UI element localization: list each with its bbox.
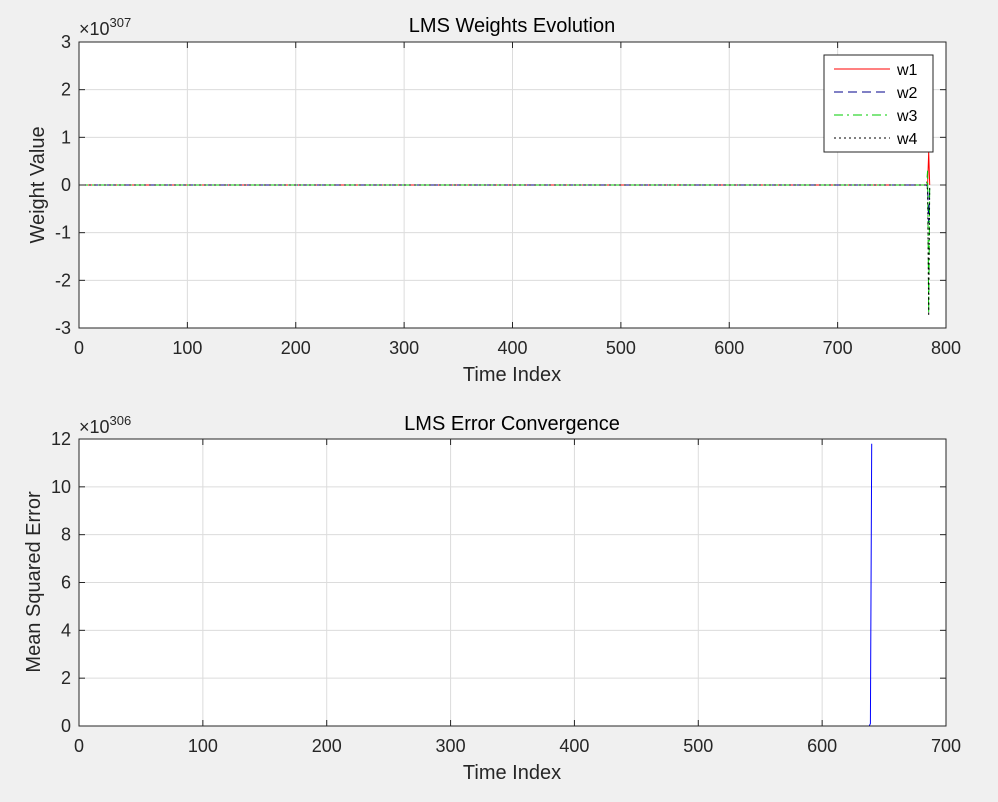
weights-lines [79, 151, 931, 317]
weights-x-tick-label: 300 [389, 338, 419, 358]
error-x-tick-label: 700 [931, 736, 961, 756]
weights-y-tick-label: 2 [61, 80, 71, 100]
weights-x-tick-label: 500 [606, 338, 636, 358]
error-y-tick-label: 12 [51, 429, 71, 449]
weights-y-tick-label: 0 [61, 175, 71, 195]
error-x-tick-label: 200 [312, 736, 342, 756]
error-y-tick-label: 4 [61, 620, 71, 640]
weights-xlabel: Time Index [463, 364, 561, 386]
error-y-tick-label: 6 [61, 573, 71, 593]
weights-x-tick-label: 800 [931, 338, 961, 358]
weights-y-tick-label: -1 [55, 223, 71, 243]
weights-x-tick-label: 400 [497, 338, 527, 358]
error-y-exponent: ×10306 [79, 413, 131, 437]
weights-y-tick-label: -3 [55, 318, 71, 338]
weights-y-tick-label: 3 [61, 32, 71, 52]
legend-label-w4: w4 [896, 131, 918, 148]
legend-box [823, 54, 934, 153]
weights-x-tick-label: 200 [281, 338, 311, 358]
weights-x-tick-label: 700 [823, 338, 853, 358]
legend-label-w1: w1 [896, 62, 918, 79]
error-y-tick-label: 10 [51, 477, 71, 497]
legend-label-w2: w2 [896, 85, 918, 102]
error-title: LMS Error Convergence [404, 413, 620, 435]
weights-ylabel: Weight Value [27, 126, 49, 243]
legend-label-w3: w3 [896, 108, 918, 125]
weights-y-exponent: ×10307 [79, 15, 131, 39]
weights-x-tick-label: 0 [74, 338, 84, 358]
error-x-tick-label: 400 [559, 736, 589, 756]
error-x-tick-label: 300 [436, 736, 466, 756]
weights-series-w4 [79, 184, 931, 317]
error-x-tick-label: 100 [188, 736, 218, 756]
weights-title: LMS Weights Evolution [409, 15, 615, 37]
error-xlabel: Time Index [463, 762, 561, 784]
weights-axes: 0 100 200 300 400 500 600 700 800 -3 -2 -1 0 1 2 3 LMS … [27, 15, 961, 386]
weights-ticks: 0 100 200 300 400 500 600 700 800 -3 -2 -1 0 1 2 3 [55, 32, 961, 358]
error-ylabel: Mean Squared Error [23, 491, 45, 673]
weights-legend: w1 w2 w3 w4 [823, 54, 934, 153]
error-y-tick-label: 8 [61, 525, 71, 545]
error-x-tick-label: 500 [683, 736, 713, 756]
error-x-tick-label: 600 [807, 736, 837, 756]
error-y-tick-label: 0 [61, 716, 71, 736]
weights-y-exponent-value: 307 [110, 15, 132, 30]
weights-x-tick-label: 100 [172, 338, 202, 358]
error-axes: 0 100 200 300 400 500 600 700 0 2 4 6 8 10 12 LMS Erro… [23, 413, 961, 784]
weights-x-tick-label: 600 [714, 338, 744, 358]
error-ticks: 0 100 200 300 400 500 600 700 0 2 4 6 8 10 12 [51, 429, 961, 756]
error-y-tick-label: 2 [61, 668, 71, 688]
error-y-exponent-value: 306 [110, 413, 132, 428]
weights-y-tick-label: 1 [61, 127, 71, 147]
weights-y-tick-label: -2 [55, 270, 71, 290]
error-x-tick-label: 0 [74, 736, 84, 756]
